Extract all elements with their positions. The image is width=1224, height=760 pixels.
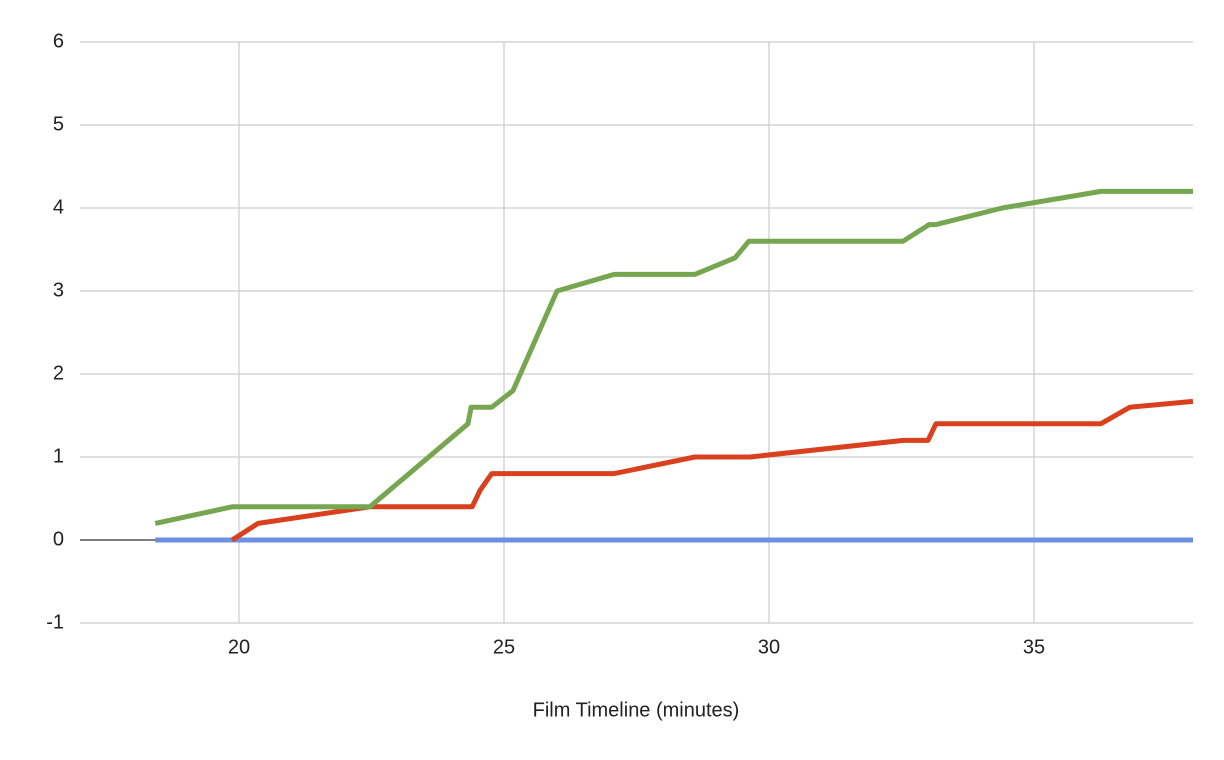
y-tick-label: 5 bbox=[53, 113, 64, 135]
y-tick-label: -1 bbox=[46, 611, 64, 633]
y-tick-label: 1 bbox=[53, 445, 64, 467]
x-tick-label: 30 bbox=[758, 636, 780, 658]
y-tick-label: 0 bbox=[53, 528, 64, 550]
y-tick-label: 4 bbox=[53, 196, 64, 218]
x-tick-label: 35 bbox=[1023, 636, 1045, 658]
series-line bbox=[230, 398, 1194, 543]
y-tick-label: 3 bbox=[53, 279, 64, 301]
x-tick-label: 20 bbox=[228, 636, 250, 658]
y-tick-label: 6 bbox=[53, 30, 64, 52]
y-tick-label: 2 bbox=[53, 362, 64, 384]
x-axis-label: Film Timeline (minutes) bbox=[533, 699, 740, 721]
x-tick-label: 25 bbox=[493, 636, 515, 658]
series-line bbox=[154, 188, 1193, 526]
